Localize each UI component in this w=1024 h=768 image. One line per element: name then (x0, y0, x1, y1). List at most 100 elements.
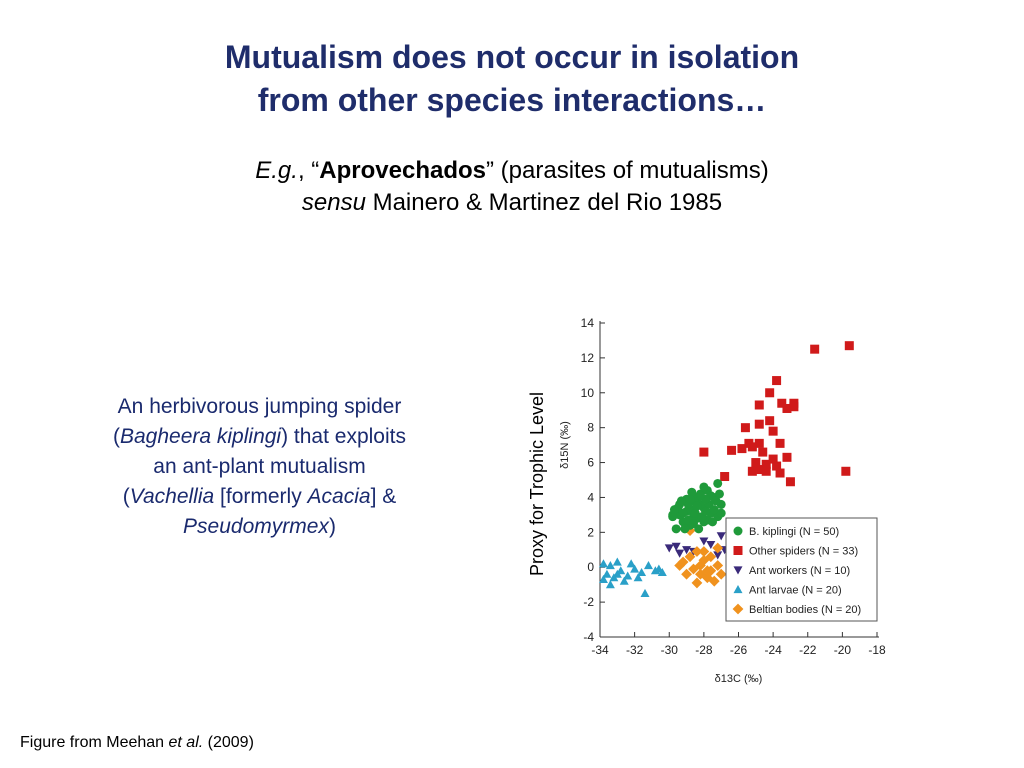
legend-marker (733, 526, 743, 536)
y-tick-label: 6 (587, 456, 594, 470)
x-tick-label: -28 (695, 643, 713, 657)
data-point (740, 423, 750, 433)
data-point (772, 461, 782, 471)
data-point (685, 494, 695, 504)
data-point (687, 487, 697, 497)
x-tick-label: -24 (764, 643, 782, 657)
x-tick-label: -30 (661, 643, 679, 657)
x-axis-label: δ13C (‰) (715, 673, 763, 685)
data-point (789, 402, 799, 412)
legend-box (725, 517, 878, 622)
title-line-2: from other species interactions… (257, 82, 767, 118)
data-point (619, 576, 629, 585)
legend-marker (733, 566, 743, 575)
data-point (716, 508, 726, 518)
y-axis-label: δ15N (‰) (559, 421, 571, 469)
data-point (695, 491, 705, 501)
data-point (637, 567, 647, 577)
data-point (598, 559, 608, 568)
data-point (782, 403, 792, 413)
credit-year: (2009) (203, 734, 254, 751)
caption-paren-open: ( (112, 425, 120, 448)
data-point (688, 563, 699, 575)
data-point (623, 571, 633, 580)
y-tick-label: 2 (587, 525, 594, 539)
credit-prefix: Figure from Meehan (20, 734, 169, 751)
y-tick-label: 14 (581, 316, 595, 330)
data-point (691, 546, 703, 557)
data-point (754, 465, 764, 475)
caption-line-2-rest: ) that exploits (281, 425, 406, 448)
caption-line-5: Pseudomyrmex) (62, 512, 457, 542)
data-point (782, 452, 792, 462)
data-point (754, 438, 764, 448)
y-tick-label: 12 (581, 351, 595, 365)
legend-marker (733, 585, 743, 594)
data-point (701, 506, 711, 516)
data-point (706, 540, 716, 550)
legend-label: Beltian bodies (N = 20) (749, 604, 861, 616)
data-point (671, 542, 681, 551)
data-point (712, 542, 724, 554)
legend-label: Other spiders (N = 33) (749, 546, 858, 558)
data-point (630, 564, 640, 573)
data-point (772, 376, 782, 386)
legend-marker (733, 546, 743, 555)
eg-separator: , “ (297, 157, 320, 184)
caption-paren-close: ) (328, 515, 336, 538)
data-point (701, 565, 713, 577)
caption-line-2: (Bagheera kiplingi) that exploits (62, 422, 457, 452)
genus-acacia: Acacia (307, 485, 371, 508)
data-point (716, 532, 726, 541)
data-point (737, 444, 747, 454)
data-point (714, 489, 724, 499)
data-point (605, 560, 615, 570)
x-tick-label: -18 (868, 643, 886, 657)
data-point (785, 477, 795, 487)
data-point (695, 560, 706, 571)
data-point (699, 537, 709, 546)
data-point (682, 546, 692, 555)
x-tick-label: -34 (591, 643, 609, 657)
data-point (727, 445, 737, 455)
data-point (708, 575, 720, 587)
y-tick-label: 10 (581, 386, 595, 400)
y-tick-label: -4 (583, 630, 594, 644)
data-point (677, 556, 689, 568)
species-name: Bagheera kiplingi (119, 425, 282, 448)
slide-subtitle: E.g., “Aprovechados” (parasites of mutua… (0, 155, 1024, 219)
legend-label: B. kiplingi (N = 50) (749, 526, 839, 538)
data-point (626, 559, 636, 568)
data-point (640, 588, 650, 597)
x-tick-label: -32 (626, 643, 644, 657)
caption-line-4: (Vachellia [formerly Acacia] & (62, 482, 457, 512)
data-point (681, 568, 692, 580)
data-point (684, 551, 696, 563)
data-point (720, 472, 730, 482)
data-point (633, 573, 643, 582)
x-tick-label: -22 (799, 643, 817, 657)
genus-vachellia: Vachellia (129, 485, 215, 508)
data-point (754, 419, 764, 429)
caption-ampersand: ] & (370, 485, 397, 508)
subtitle-line-1-rest: ” (parasites of mutualisms) (486, 157, 769, 184)
data-point (747, 466, 757, 476)
data-point (844, 341, 854, 351)
data-point (598, 574, 608, 584)
eg-text: E.g. (255, 157, 298, 184)
data-point (612, 557, 622, 566)
data-point (690, 508, 700, 518)
data-point (768, 454, 778, 464)
title-line-1: Mutualism does not occur in isolation (224, 39, 800, 75)
y-tick-label: 0 (587, 560, 594, 574)
data-point (768, 426, 778, 436)
data-point (761, 466, 771, 476)
data-point (775, 438, 785, 448)
legend-label: Ant workers (N = 10) (749, 565, 850, 577)
data-point (643, 560, 653, 570)
spider-caption: An herbivorous jumping spider (Bagheera … (62, 392, 457, 542)
data-point (676, 496, 686, 506)
data-point (699, 482, 709, 492)
genus-pseudomyrmex: Pseudomyrmex (183, 515, 329, 538)
